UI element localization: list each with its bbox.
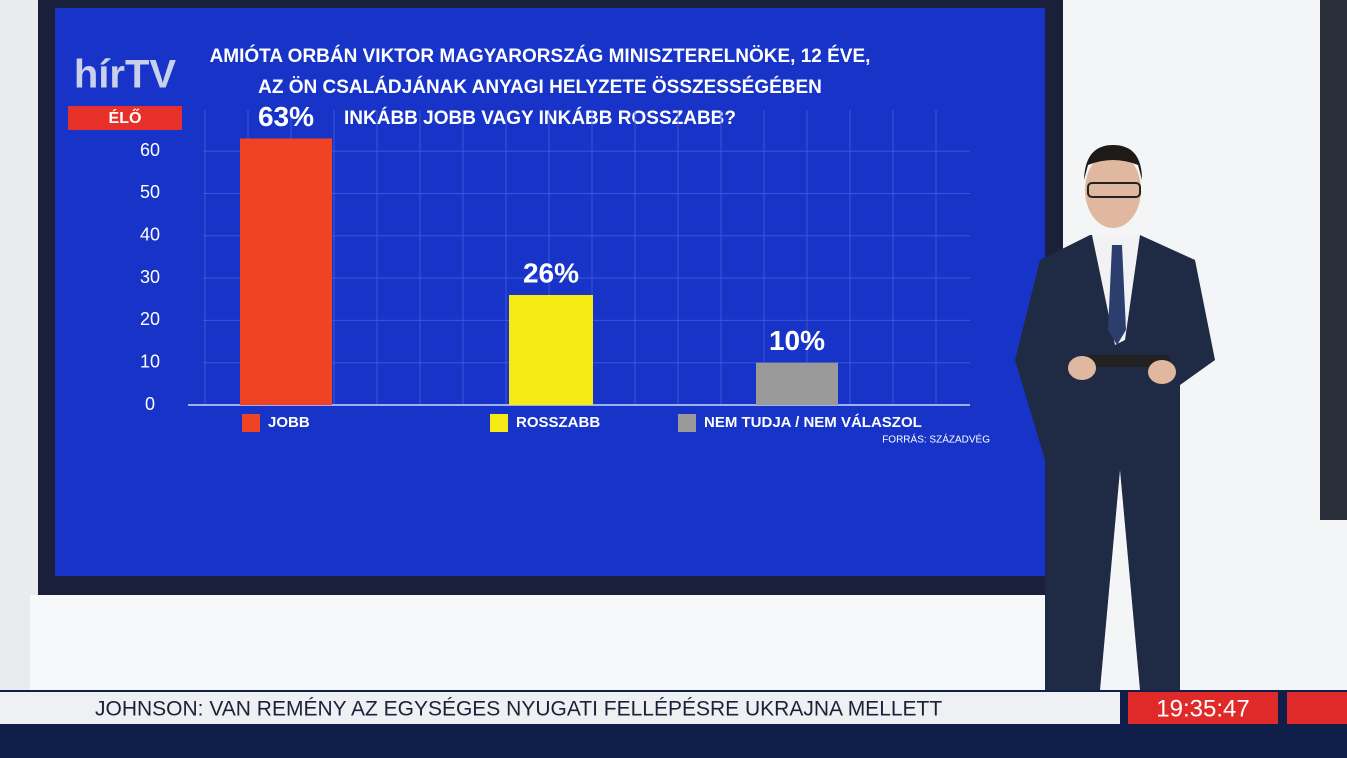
- bar: [240, 138, 332, 405]
- y-tick-label: 30: [140, 267, 160, 287]
- y-tick-label: 10: [140, 351, 160, 371]
- legend-label: NEM TUDJA / NEM VÁLASZOL: [704, 414, 922, 431]
- chart-title: INKÁBB JOBB VAGY INKÁBB ROSSZABB?: [344, 107, 736, 129]
- legend-label: ROSSZABB: [516, 414, 600, 431]
- legend-swatch: [490, 414, 508, 432]
- source-note: FORRÁS: SZÁZADVÉG: [882, 433, 990, 446]
- studio-pillar: [1320, 0, 1347, 520]
- live-badge: [68, 106, 182, 130]
- y-tick-label: 40: [140, 225, 160, 245]
- y-tick-label: 0: [145, 394, 155, 414]
- bar: [509, 295, 593, 405]
- ticker-text: JOHNSON: VAN REMÉNY AZ EGYSÉGES NYUGATI …: [95, 698, 942, 721]
- clock-accent: [1287, 692, 1347, 724]
- y-tick-label: 50: [140, 182, 160, 202]
- legend-swatch: [678, 414, 696, 432]
- chart-title: AMIÓTA ORBÁN VIKTOR MAGYARORSZÁG MINISZT…: [210, 45, 871, 67]
- legend-label: JOBB: [268, 414, 310, 431]
- legend-swatch: [242, 414, 260, 432]
- value-label: 26%: [523, 257, 579, 288]
- clock-box: [1128, 692, 1278, 724]
- bar: [756, 362, 838, 405]
- value-label: 10%: [769, 325, 825, 356]
- live-label: ÉLŐ: [109, 108, 142, 127]
- y-tick-label: 20: [140, 309, 160, 329]
- presenter: [1015, 145, 1215, 690]
- clock: 19:35:47: [1156, 695, 1249, 722]
- value-label: 63%: [258, 101, 314, 132]
- ticker-bar: [0, 692, 1120, 724]
- bar-chart: AMIÓTA ORBÁN VIKTOR MAGYARORSZÁG MINISZT…: [140, 45, 990, 446]
- chart-title: AZ ÖN CSALÁDJÁNAK ANYAGI HELYZETE ÖSSZES…: [258, 76, 822, 98]
- studio-desk: [30, 595, 1060, 690]
- channel-logo: hírTV: [74, 53, 177, 97]
- y-tick-label: 60: [140, 140, 160, 160]
- chart-screen: [55, 8, 1045, 576]
